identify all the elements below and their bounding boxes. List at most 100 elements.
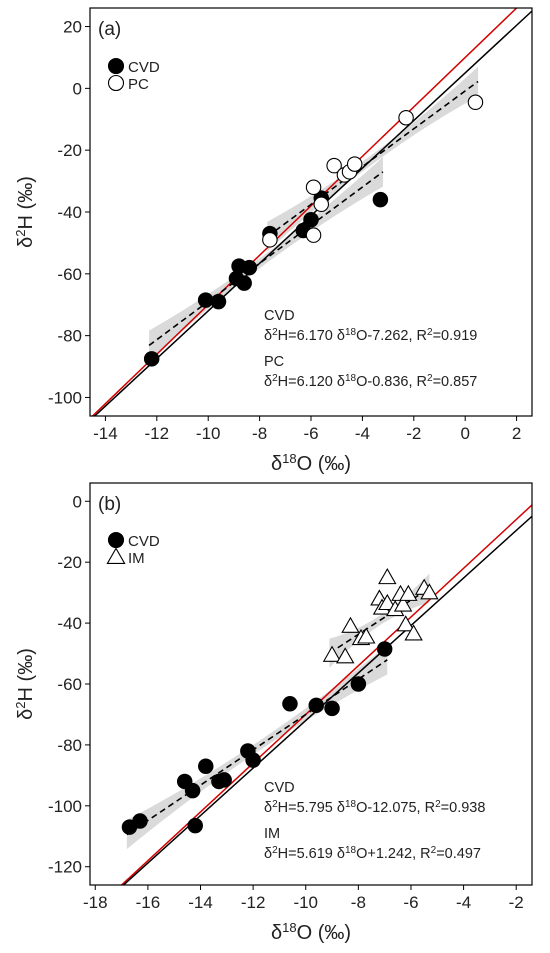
data-point-cvd — [210, 293, 227, 310]
legend-label-cvd: CVD — [128, 59, 160, 76]
legend-symbol-cvd — [107, 57, 125, 75]
x-tick-label: -4 — [456, 893, 471, 912]
data-point-im — [322, 645, 342, 662]
x-tick-label: -10 — [196, 424, 221, 443]
data-point-im — [420, 583, 439, 600]
equation-name-cvd: CVD — [264, 308, 295, 324]
data-point-pc — [262, 232, 278, 248]
x-tick-label: -2 — [406, 424, 421, 443]
y-tick-label: -80 — [57, 736, 82, 755]
x-tick-label: -6 — [403, 893, 418, 912]
data-point-pc — [305, 227, 322, 243]
x-tick-label: -10 — [293, 893, 318, 912]
fit-line-cvd — [126, 659, 388, 836]
y-tick-label: 0 — [73, 79, 82, 98]
data-point-cvd — [350, 676, 367, 692]
equation-name-cvd: CVD — [264, 780, 295, 796]
data-point-pc — [398, 109, 414, 126]
x-tick-label: -2 — [509, 893, 524, 912]
data-point-cvd — [143, 351, 160, 367]
x-tick-label: -8 — [252, 424, 267, 443]
data-point-pc — [305, 179, 322, 196]
y-tick-label: -40 — [57, 614, 82, 633]
y-tick-label: 0 — [73, 492, 82, 511]
x-tick-label: -14 — [188, 893, 213, 912]
data-point-cvd — [197, 292, 214, 308]
y-tick-label: -40 — [57, 203, 82, 222]
data-point-cvd — [241, 259, 258, 276]
data-point-cvd — [282, 696, 298, 712]
data-point-cvd — [198, 758, 214, 774]
legend-label-im: IM — [128, 550, 145, 567]
x-tick-label: 2 — [512, 424, 521, 443]
data-point-cvd — [303, 211, 319, 228]
legend-symbol-cvd — [107, 531, 125, 549]
data-point-cvd — [187, 817, 203, 834]
equation-pc: δ2H=6.120 δ18O-0.836, R2=0.857 — [264, 373, 477, 391]
x-tick-label: 0 — [460, 424, 469, 443]
x-tick-label: -6 — [303, 424, 318, 443]
y-axis-title: δ2H (‰) — [13, 176, 38, 248]
y-tick-label: -60 — [57, 675, 82, 694]
equation-cvd: δ2H=6.170 δ18O-7.262, R2=0.919 — [264, 327, 477, 345]
data-point-cvd — [324, 700, 340, 717]
y-tick-label: -120 — [48, 858, 82, 877]
data-point-im — [335, 647, 355, 664]
data-point-im — [396, 615, 415, 632]
panel-label: (a) — [98, 19, 121, 40]
x-tick-label: -12 — [145, 424, 170, 443]
y-tick-label: -100 — [48, 388, 82, 407]
legend-label-pc: PC — [128, 76, 149, 93]
x-tick-label: -12 — [241, 893, 266, 912]
data-point-im — [378, 593, 397, 611]
equation-annotations: CVD δ2H=6.170 δ18O-7.262, R2=0.919 PC δ2H=6… — [264, 308, 477, 390]
x-tick-label: -8 — [351, 893, 366, 912]
y-tick-label: 20 — [63, 18, 82, 37]
legend-label-cvd: CVD — [128, 533, 160, 550]
y-tick-label: -80 — [57, 327, 82, 346]
panel-label: (b) — [98, 494, 121, 515]
fit-line-pc — [266, 80, 479, 238]
data-point-pc — [346, 156, 363, 172]
chart-panel-b: -18 -16 -14 -12 -10 -8 -6 -4 -20-20-40-60-80-100… — [13, 482, 533, 945]
y-tick-label: -60 — [57, 265, 82, 284]
black-line — [122, 515, 532, 885]
x-tick-label: -16 — [136, 893, 161, 912]
x-tick-label: -14 — [93, 424, 118, 443]
data-point-im — [399, 584, 418, 601]
y-tick-label: -20 — [57, 553, 82, 572]
y-tick-label: -20 — [57, 141, 82, 160]
legend-symbol-pc — [107, 74, 125, 92]
equation-name-pc: PC — [264, 354, 284, 370]
red-line — [91, 8, 518, 416]
data-point-im — [393, 595, 413, 612]
equation-annotations: CVD δ2H=5.795 δ18O-12.075, R2=0.938 IM δ2H=… — [264, 780, 485, 862]
fit-line-cvd — [148, 171, 384, 347]
x-axis-title: δ18O (‰) — [271, 451, 351, 476]
data-point-cvd — [376, 641, 393, 657]
equation-name-im: IM — [264, 826, 280, 842]
data-point-pc — [313, 196, 330, 213]
data-point-cvd — [184, 782, 201, 799]
data-point-cvd — [245, 752, 261, 768]
x-tick-label: -18 — [83, 893, 108, 912]
data-point-cvd — [308, 697, 325, 714]
x-axis-title: δ18O (‰) — [271, 920, 351, 945]
chart-panel-a: -14 -12 -10 -8 -6 -4 -2 0 2200-20-40-60-80-100δ1… — [13, 7, 533, 476]
equation-im: δ2H=5.619 δ18O+1.242, R2=0.497 — [264, 845, 481, 863]
x-tick-label: -4 — [355, 424, 370, 443]
data-point-cvd — [372, 191, 389, 208]
equation-cvd: δ2H=5.795 δ18O-12.075, R2=0.938 — [264, 799, 485, 817]
data-point-im — [404, 624, 423, 641]
data-point-pc — [326, 157, 342, 174]
data-point-cvd — [132, 813, 148, 829]
y-tick-label: -100 — [48, 797, 82, 816]
legend-symbol-im — [106, 547, 126, 565]
data-point-cvd — [236, 275, 252, 291]
y-axis-title: δ2H (‰) — [13, 648, 38, 720]
data-point-im — [341, 616, 360, 633]
data-point-im — [378, 568, 397, 585]
